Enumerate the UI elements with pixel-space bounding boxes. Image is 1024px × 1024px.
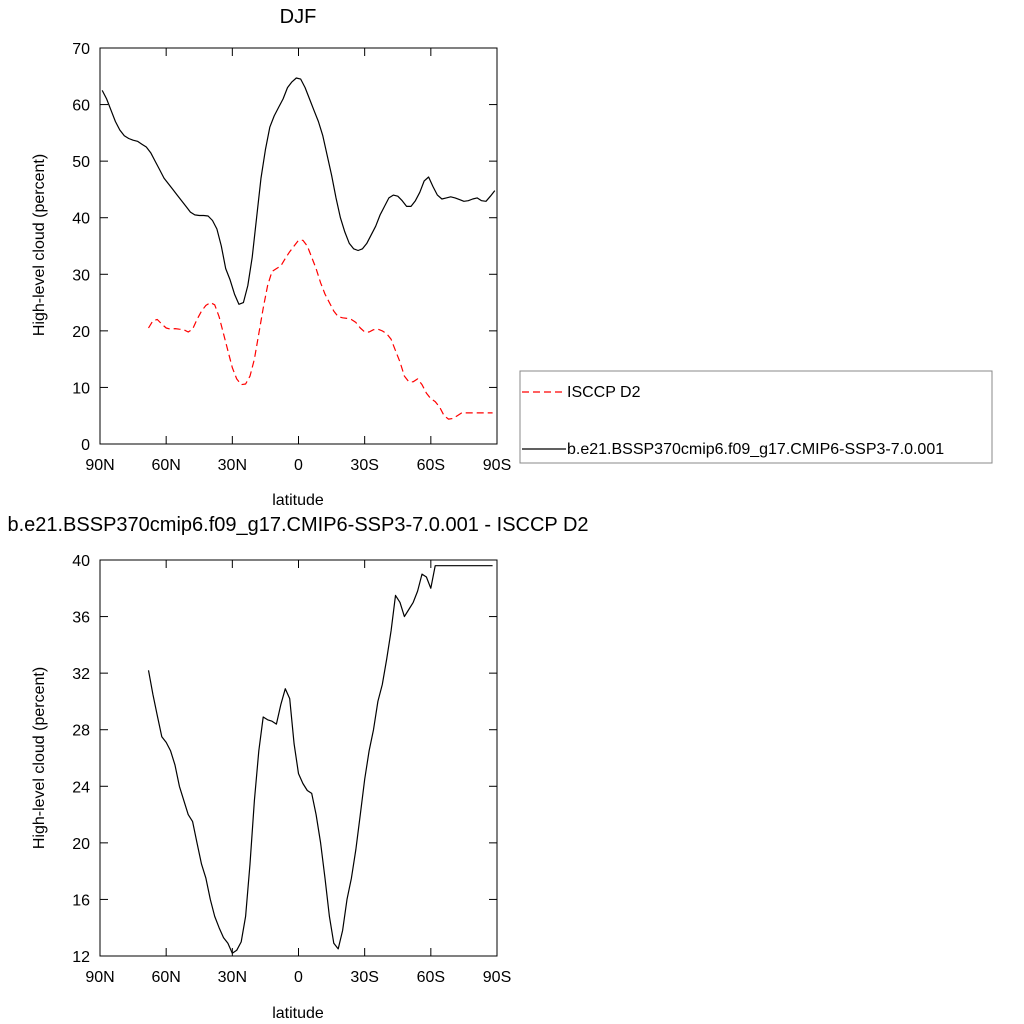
legend-label-model: b.e21.BSSP370cmip6.f09_g17.CMIP6-SSP3-7.… — [567, 441, 944, 458]
x-tick-label: 0 — [294, 969, 303, 986]
bottom-panel: b.e21.BSSP370cmip6.f09_g17.CMIP6-SSP3-7.… — [7, 514, 588, 1022]
top-x-axis-label: latitude — [272, 492, 324, 509]
y-tick-label: 20 — [72, 836, 90, 853]
bottom-plot-lines — [147, 565, 493, 954]
x-tick-label: 30S — [350, 969, 378, 986]
y-tick-label: 32 — [72, 666, 90, 683]
top-chart-title: DJF — [280, 6, 317, 28]
x-tick-label: 60N — [151, 457, 180, 474]
y-tick-label: 40 — [72, 553, 90, 570]
bottom-x-axis: 90N 60N 30N 0 30S 60S 90S — [85, 560, 511, 986]
x-tick-label: 60S — [417, 457, 445, 474]
x-tick-label: 30N — [218, 969, 247, 986]
top-plot-lines — [101, 77, 496, 420]
legend-label-isccp: ISCCP D2 — [567, 384, 641, 401]
legend-box — [519, 370, 993, 464]
y-tick-label: 12 — [72, 949, 90, 966]
y-tick-label: 50 — [72, 154, 90, 171]
y-tick-label: 24 — [72, 779, 90, 796]
x-tick-label: 90N — [85, 969, 114, 986]
x-tick-label: 60N — [151, 969, 180, 986]
y-tick-label: 16 — [72, 892, 90, 909]
y-tick-label: 40 — [72, 211, 90, 228]
x-tick-label: 90S — [483, 457, 511, 474]
x-tick-label: 30S — [350, 457, 378, 474]
y-tick-label: 0 — [81, 437, 90, 454]
y-tick-label: 28 — [72, 723, 90, 740]
series-line-1 — [101, 77, 496, 305]
y-tick-label: 10 — [72, 380, 90, 397]
y-tick-label: 70 — [72, 41, 90, 58]
x-tick-label: 0 — [294, 457, 303, 474]
series-line-0 — [147, 239, 493, 420]
x-tick-label: 30N — [218, 457, 247, 474]
top-y-axis: 0 10 20 30 40 50 60 70 — [72, 41, 497, 454]
bottom-x-axis-label: latitude — [272, 1005, 324, 1022]
y-tick-label: 60 — [72, 98, 90, 115]
bottom-chart-title: b.e21.BSSP370cmip6.f09_g17.CMIP6-SSP3-7.… — [7, 514, 588, 536]
bottom-y-axis: 12 16 20 24 28 32 36 40 — [72, 553, 497, 966]
y-tick-label: 36 — [72, 610, 90, 627]
series-line-0 — [147, 565, 493, 954]
bottom-plot-frame — [99, 559, 498, 957]
legend: ISCCP D2 b.e21.BSSP370cmip6.f09_g17.CMIP… — [519, 370, 993, 464]
x-tick-label: 90S — [483, 969, 511, 986]
top-x-axis: 90N 60N 30N 0 30S 60S 90S — [85, 48, 511, 474]
y-tick-label: 30 — [72, 267, 90, 284]
x-tick-label: 60S — [417, 969, 445, 986]
top-y-axis-label: High-level cloud (percent) — [31, 154, 48, 336]
top-plot-frame — [99, 47, 498, 445]
x-tick-label: 90N — [85, 457, 114, 474]
bottom-y-axis-label: High-level cloud (percent) — [31, 667, 48, 849]
y-tick-label: 20 — [72, 324, 90, 341]
